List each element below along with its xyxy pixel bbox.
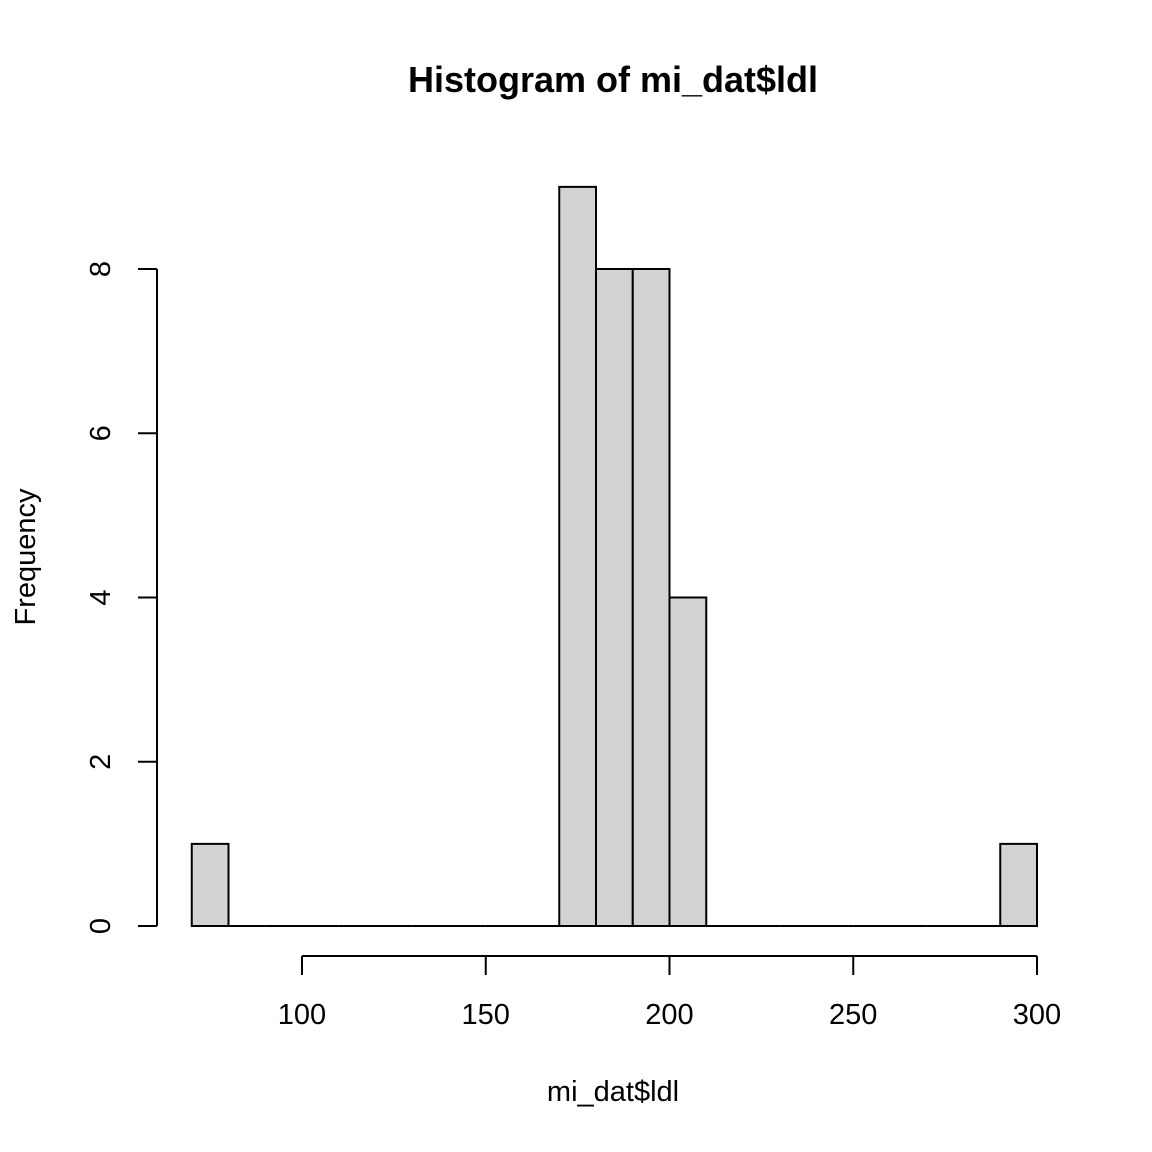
x-tick-label-0: 100 [278,999,326,1031]
x-tick-label-3: 250 [829,999,877,1031]
histogram-bar-13 [670,598,707,927]
y-tick-label-1: 2 [85,754,117,770]
histogram-bar-12 [633,269,670,926]
y-tick-label-2: 4 [85,589,117,605]
x-tick-label-2: 200 [645,999,693,1031]
x-axis-label: mi_dat$ldl [547,1076,679,1108]
histogram-bar-10 [559,187,596,926]
y-tick-label-0: 0 [85,918,117,934]
x-tick-label-4: 300 [1013,999,1061,1031]
y-axis-label: Frequency [10,488,42,626]
histogram-bar-11 [596,269,633,926]
x-tick-label-1: 150 [462,999,510,1031]
y-tick-label-4: 8 [85,261,117,277]
chart-title: Histogram of mi_dat$ldl [408,59,818,100]
histogram-bar-22 [1000,844,1037,926]
y-tick-label-3: 6 [85,425,117,441]
histogram-bar-0 [192,844,229,926]
